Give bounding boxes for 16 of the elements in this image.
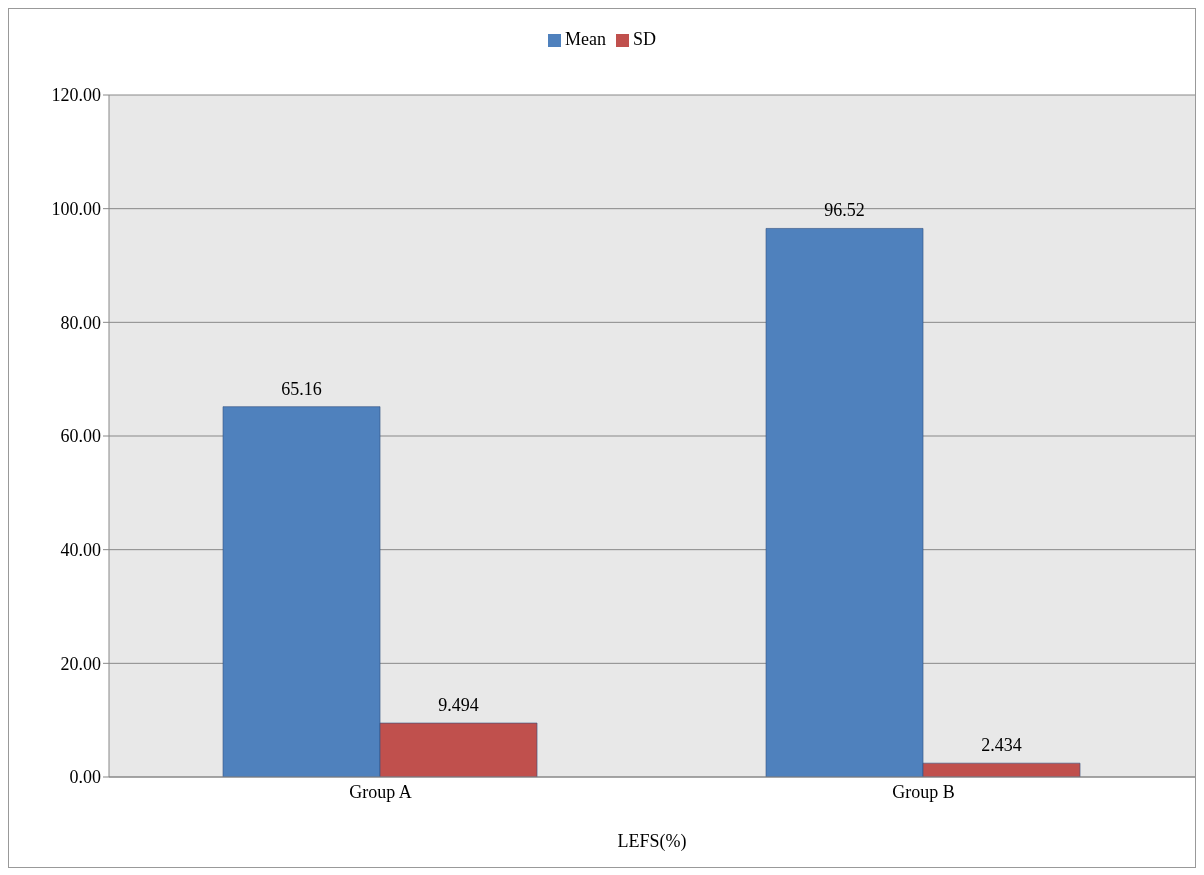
y-tick-label: 120.00 bbox=[51, 85, 101, 106]
legend-label: Mean bbox=[565, 29, 606, 49]
legend-label: SD bbox=[632, 29, 656, 49]
x-axis-title: LEFS(%) bbox=[617, 831, 687, 852]
y-tick-label: 20.00 bbox=[60, 653, 101, 674]
y-tick-label: 0.00 bbox=[69, 767, 101, 788]
data-label: 2.434 bbox=[981, 735, 1022, 756]
x-tick-label: Group A bbox=[349, 781, 412, 802]
y-tick-label: 60.00 bbox=[60, 426, 101, 447]
y-tick-label: 80.00 bbox=[60, 312, 101, 333]
y-tick-label: 40.00 bbox=[60, 540, 101, 561]
data-label: 9.494 bbox=[438, 695, 479, 716]
data-label: 65.16 bbox=[281, 378, 322, 399]
y-tick-label: 100.00 bbox=[51, 199, 101, 220]
data-label: 96.52 bbox=[824, 200, 865, 221]
x-tick-label: Group B bbox=[892, 781, 955, 802]
